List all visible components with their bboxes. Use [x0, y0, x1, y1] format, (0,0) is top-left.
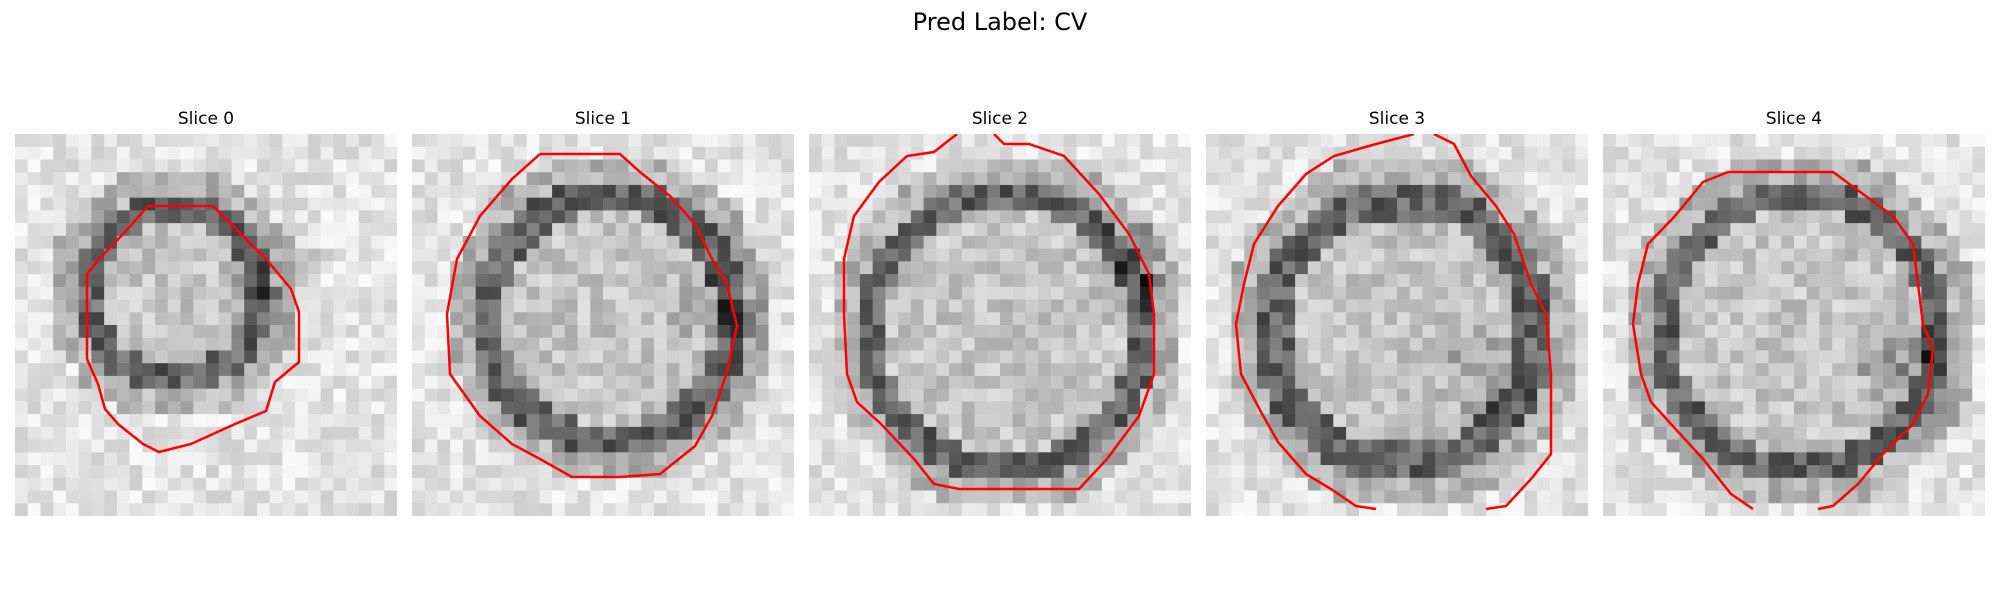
panel-title: Slice 3	[1206, 108, 1588, 130]
grayscale-pixels	[809, 134, 1191, 516]
panel-slice-4: Slice 4	[1603, 104, 1985, 522]
panel-slice-2: Slice 2	[809, 104, 1191, 522]
grayscale-pixels	[15, 134, 397, 516]
slice-image	[15, 134, 397, 516]
panel-slice-0: Slice 0	[15, 104, 397, 522]
figure-title: Pred Label: CV	[0, 6, 2000, 38]
grayscale-pixels	[1206, 134, 1588, 516]
slice-image	[412, 134, 794, 516]
panel-title: Slice 2	[809, 108, 1191, 130]
panel-title: Slice 1	[412, 108, 794, 130]
slice-image	[1603, 134, 1985, 516]
slice-image	[809, 134, 1191, 516]
panel-slice-3: Slice 3	[1206, 104, 1588, 522]
panel-slice-1: Slice 1	[412, 104, 794, 522]
panel-title: Slice 4	[1603, 108, 1985, 130]
panel-title: Slice 0	[15, 108, 397, 130]
grayscale-pixels	[1603, 134, 1985, 516]
slice-image	[1206, 134, 1588, 516]
